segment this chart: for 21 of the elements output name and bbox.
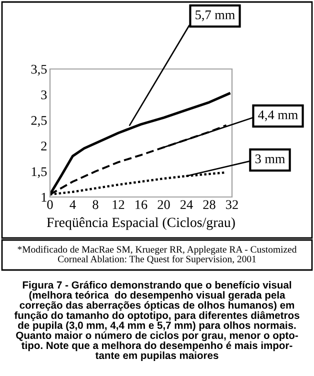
x-axis-title: Freqüência Espacial (Ciclos/grau) — [46, 217, 235, 230]
x-tick-label: 0 — [47, 200, 53, 210]
annotation: 5,7 mm — [196, 10, 235, 22]
y-tick-label: 2 — [41, 142, 46, 150]
x-tick-label: 24 — [180, 200, 193, 209]
y-tick-label: 1,5 — [32, 167, 47, 178]
x-tick-label: 12 — [112, 200, 124, 209]
x-tick-label: 32 — [226, 200, 238, 210]
y-tick-label: 2,5 — [31, 116, 47, 127]
y-tick-label: 3,5 — [31, 64, 47, 76]
text: Figura 7 - Gráfico demonstrando que o benefício visual (melhora teórica do desempenho visual gerada pela correção das aberrações ópticas de olhos humanos) em função do tamanho do optotipo, para diferentes diâmetros de pupila (3,0 mm, 4,4 mm e 5,7 mm) para olhos normais. Quanto maior o número de ciclos por grau, menor o opto- tipo. Note que a melhora do desempenho é mais impor- tante em pupilas maiores — [14, 280, 300, 362]
annotation: 4,4 mm — [258, 110, 298, 122]
y-tick-label: 1 — [42, 192, 46, 202]
x-tick-label: 28 — [203, 200, 216, 210]
text: *Modificado de MacRae SM, Krueger RR, Applegate RA - Customized Corneal Ablation: The Quest for Supervision, 2001 — [18, 246, 297, 264]
x-tick-label: 8 — [92, 200, 98, 210]
x-tick-label: 16 — [136, 200, 148, 210]
x-tick-label: 4 — [70, 200, 76, 209]
y-tick-label: 3 — [41, 90, 47, 100]
x-tick-label: 20 — [158, 200, 170, 210]
annotation: 3 mm — [255, 154, 286, 164]
